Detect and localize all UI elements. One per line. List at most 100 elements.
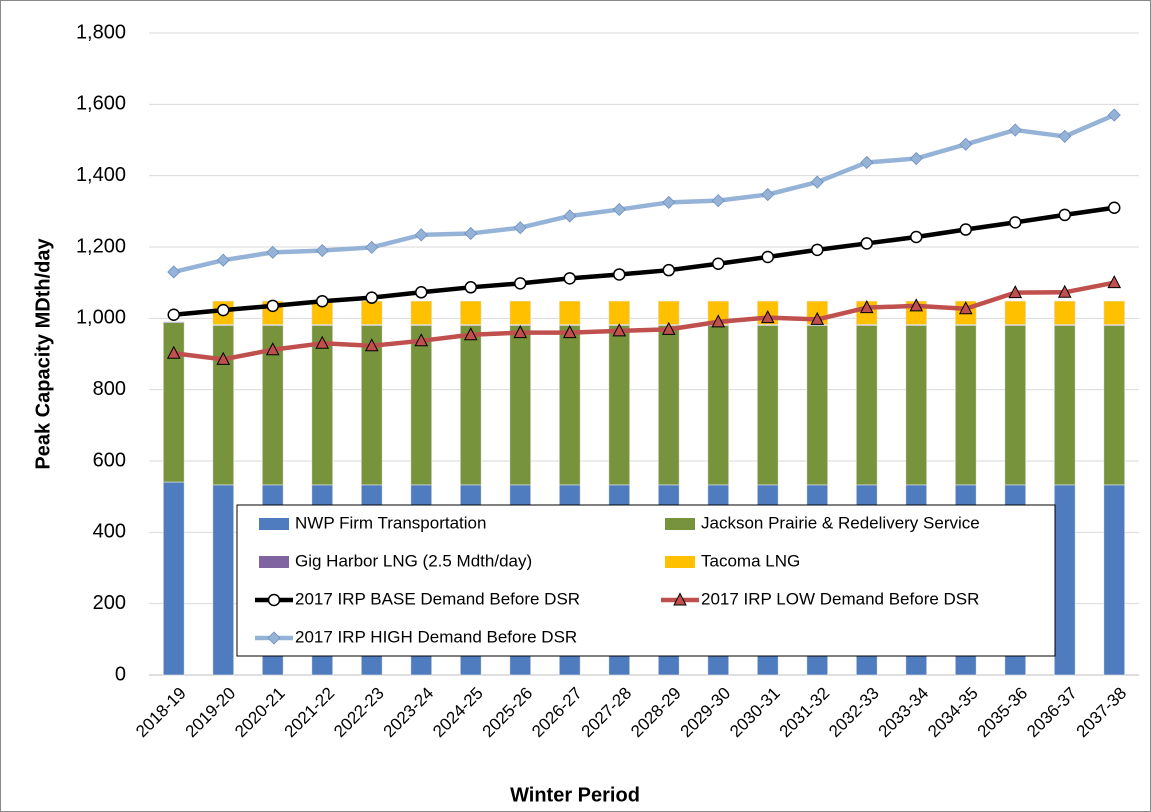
y-tick-label: 800	[93, 378, 126, 400]
legend-label: Jackson Prairie & Redelivery Service	[701, 513, 980, 532]
y-tick-label: 200	[93, 592, 126, 614]
bar-segment	[163, 481, 185, 676]
legend: NWP Firm Transportation Jackson Prairie &…	[236, 504, 1056, 657]
line-marker	[365, 291, 378, 304]
bar-segment	[856, 325, 878, 486]
line-marker	[464, 226, 478, 241]
line-marker	[761, 250, 774, 264]
line-marker	[267, 631, 281, 645]
y-tick-label: 1,400	[76, 164, 126, 186]
legend-label: NWP Firm Transportation	[295, 513, 486, 532]
bar-segment	[460, 325, 482, 486]
line-marker	[562, 325, 577, 339]
line-marker	[1057, 284, 1072, 298]
line-marker	[217, 303, 230, 317]
line-marker	[909, 298, 924, 312]
line-marker	[167, 265, 181, 279]
line-marker	[810, 175, 824, 189]
legend-label: Tacoma LNG	[701, 551, 800, 570]
line-marker	[1107, 275, 1122, 289]
line-marker	[266, 245, 280, 259]
bar-segment	[1004, 300, 1026, 325]
line-marker	[760, 310, 775, 324]
line-marker	[365, 240, 379, 254]
bar-segment	[311, 325, 333, 486]
line-marker	[1058, 129, 1072, 143]
line-marker	[464, 281, 477, 294]
line-marker	[612, 323, 627, 337]
line-marker	[958, 301, 973, 315]
line-marker	[216, 253, 230, 267]
line-marker	[167, 308, 180, 322]
bar-segment	[608, 300, 630, 325]
y-tick-label: 0	[115, 663, 126, 685]
y-tick-label: 600	[93, 449, 126, 471]
bar-segment	[410, 300, 432, 325]
line-marker	[265, 342, 280, 356]
bar-segment	[658, 300, 680, 325]
bar-segment	[212, 484, 234, 676]
line-marker	[1008, 285, 1023, 299]
bar-segment	[707, 325, 729, 486]
y-axis-title: Peak Capacity MDth/day	[32, 238, 54, 470]
line-marker	[910, 230, 923, 244]
line	[173, 280, 1115, 362]
bar-segment	[212, 325, 234, 486]
bar-segment	[410, 325, 432, 486]
line-marker	[1058, 208, 1071, 222]
line-marker	[414, 228, 428, 242]
line-marker	[315, 335, 330, 349]
line-marker	[711, 194, 725, 208]
line	[173, 112, 1116, 275]
legend-swatch	[665, 556, 695, 568]
line-marker	[1108, 201, 1121, 215]
line-marker	[463, 327, 478, 341]
legend-label: 2017 IRP BASE Demand Before DSR	[295, 589, 580, 608]
line-marker	[364, 338, 379, 352]
bar-segment	[905, 325, 927, 486]
line-marker	[810, 311, 825, 325]
legend-swatch	[259, 518, 289, 530]
line-marker	[513, 221, 527, 235]
line-marker	[859, 300, 874, 314]
line-marker	[811, 243, 824, 257]
bar-segment	[658, 325, 680, 486]
line-marker	[1009, 216, 1022, 229]
line-marker	[1107, 108, 1121, 122]
line-marker	[563, 272, 576, 285]
line-marker	[415, 286, 428, 299]
bar-segment	[361, 300, 383, 325]
line-marker	[909, 151, 923, 166]
bar-segment	[608, 325, 630, 486]
line-marker	[761, 188, 775, 202]
bar-segment	[559, 325, 581, 486]
y-tick-label: 1,600	[76, 93, 126, 115]
bar-segment	[460, 300, 482, 325]
y-tick-label: 1,200	[76, 235, 126, 257]
line-marker	[613, 268, 626, 281]
bar-segment	[1103, 325, 1125, 486]
line-marker	[959, 223, 972, 236]
bar-segment	[757, 325, 779, 486]
bar-segment	[1004, 325, 1026, 486]
line-marker	[860, 237, 873, 250]
legend-label: 2017 IRP LOW Demand Before DSR	[701, 589, 979, 608]
line-marker	[860, 155, 874, 170]
bar-segment	[509, 325, 531, 486]
line-marker	[166, 345, 181, 359]
legend-label: 2017 IRP HIGH Demand Before DSR	[295, 627, 577, 646]
bar-segment	[1103, 300, 1125, 325]
bar-segment	[1054, 325, 1076, 486]
line-marker	[315, 244, 329, 258]
legend-swatch	[665, 518, 695, 530]
line-marker	[662, 195, 676, 209]
bar-segment	[1054, 300, 1076, 325]
y-tick-label: 1,800	[76, 21, 126, 43]
bar-segment	[163, 321, 185, 323]
bar-segment	[559, 300, 581, 325]
line-marker	[514, 277, 527, 290]
line-marker	[267, 593, 281, 607]
legend-label: Gig Harbor LNG (2.5 Mdth/day)	[295, 551, 532, 570]
line-marker	[662, 263, 675, 277]
